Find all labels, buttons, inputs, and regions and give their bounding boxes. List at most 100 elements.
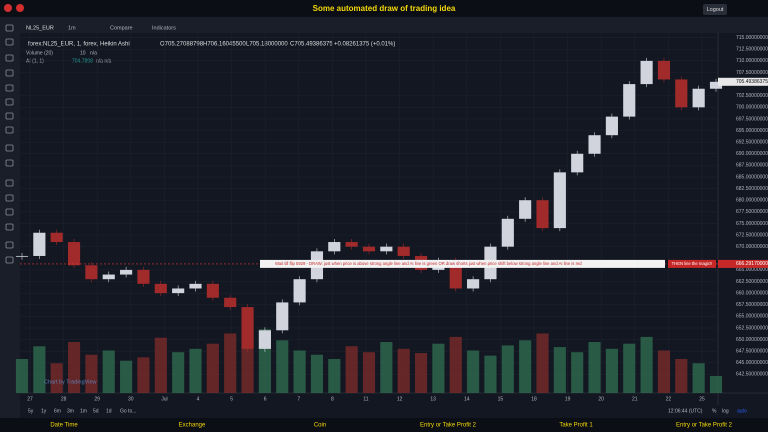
annotation-end-box [668, 259, 716, 268]
range-button[interactable]: 1m [80, 408, 87, 414]
candle-body [50, 232, 63, 243]
tool-icon[interactable] [5, 112, 14, 120]
volume-bar [362, 352, 376, 393]
tool-icon[interactable] [5, 179, 14, 187]
volume-bar [657, 350, 671, 393]
x-tick-label: 28 [61, 396, 67, 402]
x-tick-label: 4 [197, 396, 200, 402]
symbol[interactable]: NL25_EUR [26, 25, 54, 31]
annotation-box [260, 259, 665, 268]
page-title: Some automated draw of trading idea [313, 4, 456, 13]
range-button[interactable]: 1d [106, 408, 112, 414]
volume-bar [33, 346, 46, 393]
signal-price-box [718, 259, 768, 268]
legend-open: O705.27088798 [160, 42, 204, 48]
y-tick-label: 672.50000000 [736, 232, 768, 238]
volume-bar [692, 363, 705, 393]
candle-body [657, 60, 671, 80]
legend-ai-value: 704.7898 [72, 58, 93, 64]
x-tick-label: 6 [264, 396, 267, 402]
volume-bar [154, 337, 167, 393]
tool-icon[interactable] [5, 69, 14, 77]
logout-label[interactable]: Logout [707, 7, 724, 13]
legend-close: C705.49386375 [290, 42, 333, 48]
goto[interactable]: Go to... [120, 408, 136, 414]
tool-icon[interactable] [5, 144, 14, 152]
x-tick-label: 27 [27, 396, 33, 402]
footer [0, 418, 768, 432]
volume-bar [328, 359, 341, 393]
tool-icon[interactable] [5, 208, 14, 216]
volume-bar [102, 350, 115, 393]
candle-body [15, 255, 29, 257]
y-tick-label: 687.50000000 [736, 163, 768, 169]
candle-body [397, 246, 410, 256]
volume-bar [276, 340, 289, 393]
candle-body [258, 330, 271, 349]
y-tick-label: 657.50000000 [736, 302, 768, 308]
last-price-label: 705.49386375 [736, 79, 768, 85]
tool-icon[interactable] [5, 194, 14, 202]
range-button[interactable]: 5y [28, 408, 34, 414]
candle-body [709, 81, 723, 89]
tool-icon[interactable] [5, 223, 14, 231]
logout-button[interactable] [703, 4, 727, 15]
legend-change: +0.08261375 (+0.01%) [334, 42, 395, 48]
tool-icon[interactable] [5, 159, 14, 167]
icon[interactable] [4, 4, 12, 12]
icon[interactable] [16, 4, 24, 12]
y-tick-label: 715.00000000 [736, 35, 768, 41]
x-tick-label: 5 [230, 396, 233, 402]
indicators[interactable]: Indicators [152, 25, 176, 31]
tool-icon[interactable] [5, 98, 14, 106]
x-tick-label: 13 [430, 396, 436, 402]
y-tick-label: 645.00000000 [736, 360, 768, 366]
y-tick-label: 707.50000000 [736, 70, 768, 76]
volume-bar [293, 350, 306, 393]
legend-high: H706.16045500 [203, 42, 246, 48]
candle-body [675, 79, 688, 108]
candle-body [501, 218, 514, 247]
range-button[interactable]: 1y [41, 408, 47, 414]
x-tick-label: 29 [94, 396, 100, 402]
range-button[interactable]: 5d [93, 408, 99, 414]
footer-label: Take Profit 1 [559, 423, 593, 429]
y-tick-label: 685.00000000 [736, 174, 768, 180]
candle-body [189, 283, 202, 289]
interval[interactable]: 1m [68, 25, 76, 31]
candle-body [345, 242, 358, 247]
legend-ai-na: n/a n/a [96, 58, 112, 64]
x-tick-label: 7 [297, 396, 300, 402]
candle-body [362, 246, 376, 252]
percent[interactable]: % [712, 408, 717, 414]
x-tick-label: 8 [331, 396, 334, 402]
volume-bar [67, 342, 81, 393]
tool-icon[interactable] [5, 54, 14, 62]
candle-body [120, 269, 133, 275]
tool-icon[interactable] [5, 24, 14, 32]
log[interactable]: log [722, 408, 729, 414]
y-tick-label: 662.50000000 [736, 279, 768, 285]
tool-icon[interactable] [5, 38, 14, 46]
auto[interactable]: auto [737, 408, 747, 414]
volume-bar [206, 343, 219, 393]
candle-body [380, 246, 393, 252]
price-axis [718, 33, 768, 393]
signal-price-label: 666.29170000 [736, 261, 768, 267]
tool-icon[interactable] [5, 84, 14, 92]
candle-body [206, 283, 219, 298]
volume-bar [501, 345, 514, 393]
range-button[interactable]: 6m [54, 408, 61, 414]
tool-icon[interactable] [5, 126, 14, 134]
y-tick-label: 700.00000000 [736, 105, 768, 111]
range-button[interactable]: 3m [67, 408, 74, 414]
volume-bar [623, 343, 636, 393]
tool-icon[interactable] [5, 256, 14, 264]
volume-bar [310, 354, 324, 393]
y-tick-label: 665.00000000 [736, 267, 768, 273]
range-bar [20, 405, 768, 418]
volume-bar [172, 352, 185, 393]
tool-icon[interactable] [5, 241, 14, 249]
compare[interactable]: Compare [110, 25, 133, 31]
y-tick-label: 675.00000000 [736, 221, 768, 227]
